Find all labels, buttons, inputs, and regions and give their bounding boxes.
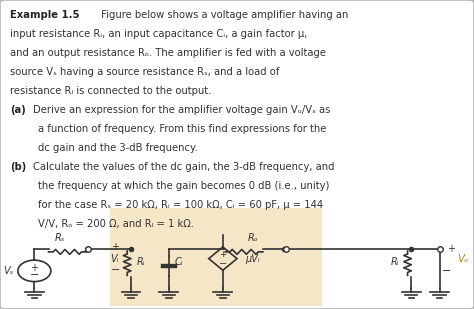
Text: Vₒ: Vₒ <box>457 254 469 264</box>
Text: Rₒ: Rₒ <box>248 233 259 243</box>
Text: Cᵢ: Cᵢ <box>175 257 183 267</box>
Text: +: + <box>219 250 227 260</box>
FancyBboxPatch shape <box>110 208 322 306</box>
Text: Rᵢ: Rᵢ <box>137 257 146 267</box>
Text: resistance Rₗ is connected to the output.: resistance Rₗ is connected to the output… <box>10 86 211 96</box>
Text: (b): (b) <box>10 162 26 172</box>
Text: Example 1.5: Example 1.5 <box>10 10 79 20</box>
Text: −: − <box>442 266 451 276</box>
Text: Vᵢ: Vᵢ <box>110 254 118 264</box>
Text: Rₗ: Rₗ <box>391 257 399 267</box>
Text: dc gain and the 3-dB frequency.: dc gain and the 3-dB frequency. <box>38 143 198 153</box>
Text: −: − <box>30 270 39 280</box>
Text: +: + <box>447 244 456 254</box>
Text: the frequency at which the gain becomes 0 dB (i.e., unity): the frequency at which the gain becomes … <box>38 181 329 191</box>
Text: μVᵢ: μVᵢ <box>246 254 260 264</box>
Text: −: − <box>111 265 120 275</box>
Text: and an output resistance Rₒ. The amplifier is fed with a voltage: and an output resistance Rₒ. The amplifi… <box>10 48 326 58</box>
Text: (a): (a) <box>10 105 26 115</box>
Text: V/V, Rₒ = 200 Ω, and Rₗ = 1 kΩ.: V/V, Rₒ = 200 Ω, and Rₗ = 1 kΩ. <box>38 219 194 229</box>
Text: +: + <box>30 263 38 273</box>
Text: Figure below shows a voltage amplifier having an: Figure below shows a voltage amplifier h… <box>98 10 348 20</box>
Text: Derive an expression for the amplifier voltage gain Vₒ/Vₛ as: Derive an expression for the amplifier v… <box>34 105 331 115</box>
Text: −: − <box>219 259 227 269</box>
Text: a function of frequency. From this find expressions for the: a function of frequency. From this find … <box>38 124 327 134</box>
Text: Rₛ: Rₛ <box>55 233 65 243</box>
Text: Vₛ: Vₛ <box>3 266 14 276</box>
Text: Calculate the values of the dc gain, the 3-dB frequency, and: Calculate the values of the dc gain, the… <box>34 162 335 172</box>
Text: for the case Rₛ = 20 kΩ, Rᵢ = 100 kΩ, Cᵢ = 60 pF, μ = 144: for the case Rₛ = 20 kΩ, Rᵢ = 100 kΩ, Cᵢ… <box>38 200 323 210</box>
Text: source Vₛ having a source resistance Rₛ, and a load of: source Vₛ having a source resistance Rₛ,… <box>10 67 279 77</box>
Text: input resistance Rᵢ, an input capacitance Cᵢ, a gain factor μ,: input resistance Rᵢ, an input capacitanc… <box>10 29 307 39</box>
Text: +: + <box>111 242 119 252</box>
